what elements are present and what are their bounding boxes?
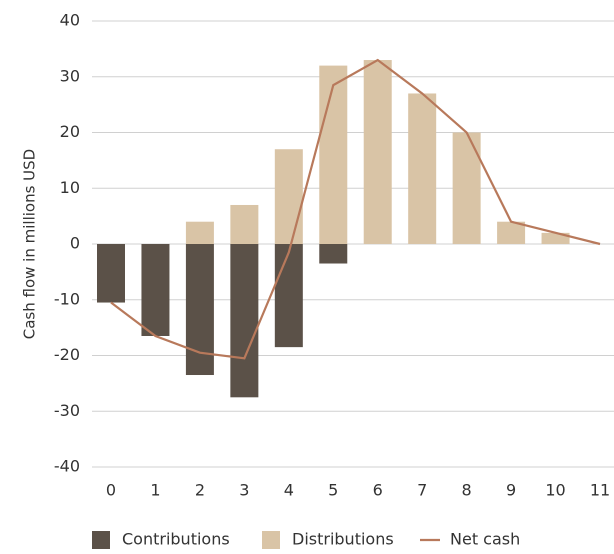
x-tick-label: 9 — [506, 481, 516, 500]
bar — [141, 244, 170, 336]
y-tick-label: -30 — [54, 401, 80, 420]
bar — [185, 244, 214, 376]
legend-swatch — [262, 531, 280, 549]
bar — [274, 149, 303, 244]
y-tick-label: 0 — [70, 234, 80, 253]
y-tick-label: -20 — [54, 345, 80, 364]
y-axis-label: Cash flow in millions USD — [21, 149, 39, 339]
x-tick-label: 11 — [590, 481, 610, 500]
legend-label: Contributions — [122, 530, 230, 549]
y-tick-label: 10 — [60, 178, 80, 197]
line — [110, 58, 601, 360]
x-tick-label: 7 — [417, 481, 427, 500]
legend-swatch — [92, 531, 110, 549]
y-tick-label: -10 — [54, 289, 80, 308]
bar — [185, 221, 214, 244]
bar — [97, 244, 125, 303]
y-tick-label: 40 — [60, 11, 80, 30]
x-tick-label: 6 — [373, 481, 383, 500]
legend-label: Distributions — [292, 530, 394, 549]
x-tick-label: 1 — [150, 481, 160, 500]
x-tick-label: 4 — [284, 481, 294, 500]
bar — [408, 93, 437, 244]
x-tick-label: 10 — [545, 481, 565, 500]
x-tick-label: 3 — [239, 481, 249, 500]
bar — [452, 132, 481, 244]
x-tick-label: 0 — [106, 481, 116, 500]
x-tick-label: 8 — [462, 481, 472, 500]
bar — [319, 244, 348, 264]
bar — [497, 221, 526, 244]
y-tick-label: 30 — [60, 66, 80, 85]
y-tick-label: 20 — [60, 122, 80, 141]
bar — [319, 65, 348, 244]
x-tick-label: 2 — [195, 481, 205, 500]
bar — [230, 244, 259, 398]
y-tick-label: -40 — [54, 457, 80, 476]
bar — [274, 244, 303, 348]
bar — [541, 232, 570, 244]
bar — [230, 204, 259, 244]
x-tick-label: 5 — [328, 481, 338, 500]
legend-label: Net cash — [450, 530, 520, 549]
bar — [363, 60, 392, 245]
